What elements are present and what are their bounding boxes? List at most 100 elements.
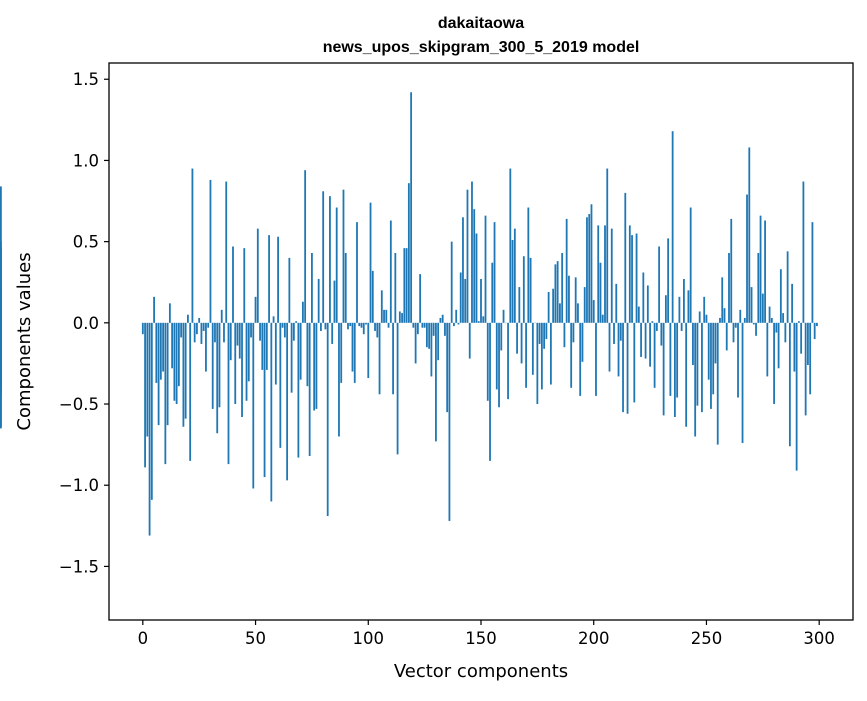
- bar-component-237: [676, 323, 678, 398]
- bar-component-4: [151, 323, 153, 500]
- bar-component-209: [613, 323, 615, 344]
- bar-component-157: [496, 323, 498, 390]
- bar-component-148: [476, 234, 478, 323]
- bar-component-128: [431, 323, 433, 377]
- bar-component-290: [796, 323, 798, 471]
- bar-component-254: [715, 323, 717, 364]
- bar-component-183: [555, 264, 557, 322]
- bar-component-0: [142, 323, 144, 334]
- bar-component-149: [478, 321, 480, 323]
- bar-component-144: [467, 190, 469, 323]
- bar-component-17: [180, 323, 182, 338]
- bar-component-74: [309, 323, 311, 456]
- bar-component-64: [286, 323, 288, 481]
- bar-component-286: [787, 251, 789, 322]
- bar-component-96: [358, 323, 360, 326]
- bar-component-119: [410, 92, 412, 323]
- bar-component-24: [196, 323, 198, 334]
- bar-component-77: [316, 323, 318, 409]
- bar-component-153: [487, 323, 489, 401]
- bar-component-263: [735, 323, 737, 328]
- bar-component-132: [440, 318, 442, 323]
- bar-component-53: [261, 323, 263, 370]
- bar-component-103: [374, 323, 376, 331]
- bar-component-125: [424, 323, 426, 328]
- bar-component-185: [559, 303, 561, 322]
- bar-component-100: [367, 323, 369, 378]
- bar-component-281: [775, 323, 777, 333]
- bar-component-212: [620, 323, 622, 341]
- bar-component-112: [394, 253, 396, 323]
- bar-component-253: [712, 323, 714, 394]
- bar-component-54: [264, 323, 266, 477]
- bar-component-45: [243, 248, 245, 323]
- bar-component-199: [591, 204, 593, 323]
- bar-component-159: [500, 323, 502, 351]
- bar-component-124: [421, 323, 423, 328]
- bar-component-71: [302, 302, 304, 323]
- bar-component-225: [649, 323, 651, 367]
- bar-component-158: [498, 323, 500, 407]
- bar-component-292: [800, 323, 802, 354]
- bar-component-165: [514, 229, 516, 323]
- bar-component-107: [383, 310, 385, 323]
- bar-component-58: [273, 316, 275, 323]
- bar-component-50: [255, 297, 257, 323]
- bar-component-151: [482, 316, 484, 323]
- bar-component-118: [408, 183, 410, 323]
- bar-component-69: [297, 323, 299, 458]
- bar-component-283: [780, 269, 782, 323]
- bar-component-52: [259, 323, 261, 341]
- bar-component-296: [809, 323, 811, 394]
- bar-component-265: [739, 310, 741, 323]
- bar-component-201: [595, 323, 597, 396]
- bar-component-29: [207, 323, 209, 328]
- bar-component-126: [426, 323, 428, 347]
- bar-component-299: [816, 323, 818, 326]
- bar-component-256: [719, 318, 721, 323]
- bar-component-280: [773, 323, 775, 404]
- bar-component-206: [606, 169, 608, 323]
- bar-component-140: [458, 323, 460, 325]
- bar-component-168: [521, 323, 523, 364]
- bar-component-undefined: [0, 290, 2, 322]
- bar-component-270: [751, 287, 753, 323]
- bar-component-152: [485, 216, 487, 323]
- bar-component-220: [638, 307, 640, 323]
- bar-component-26: [201, 323, 203, 344]
- bar-component-231: [663, 323, 665, 416]
- bar-component-39: [230, 323, 232, 360]
- bar-component-21: [189, 323, 191, 461]
- bar-component-93: [352, 323, 354, 372]
- bar-component-38: [228, 323, 230, 464]
- bar-component-84: [331, 323, 333, 344]
- bar-component-285: [784, 323, 786, 342]
- bar-component-189: [568, 276, 570, 323]
- bar-component-287: [789, 323, 791, 446]
- bar-component-187: [564, 323, 566, 347]
- bar-component-70: [300, 323, 302, 380]
- bar-component-61: [279, 323, 281, 448]
- y-tick-label: −0.5: [59, 395, 99, 414]
- bar-component-284: [782, 313, 784, 323]
- bar-component-156: [494, 222, 496, 323]
- bar-component-116: [403, 248, 405, 323]
- bar-component-252: [710, 323, 712, 409]
- bar-component-60: [277, 237, 279, 323]
- bar-component-97: [361, 323, 363, 328]
- bar-component-59: [275, 323, 277, 385]
- bar-component-178: [543, 323, 545, 349]
- bar-component-7: [158, 323, 160, 425]
- bar-component-195: [582, 323, 584, 362]
- bar-component-275: [762, 294, 764, 323]
- bar-component-298: [814, 323, 816, 339]
- bar-component-190: [570, 323, 572, 388]
- bar-component-67: [293, 323, 295, 341]
- bar-component-114: [399, 311, 401, 322]
- bar-component-288: [791, 284, 793, 323]
- bar-component-259: [726, 323, 728, 351]
- bar-component-258: [724, 308, 726, 323]
- bar-component-264: [737, 323, 739, 398]
